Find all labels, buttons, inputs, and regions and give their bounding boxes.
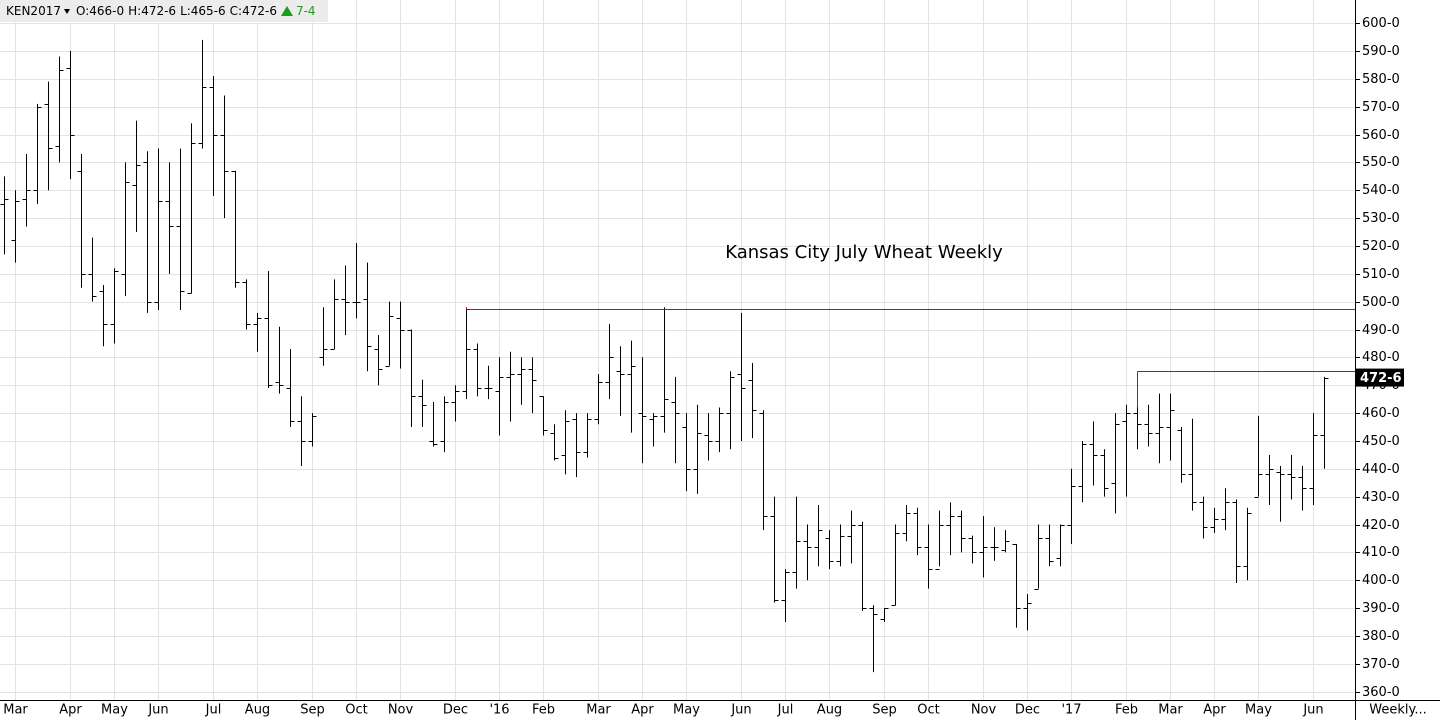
x-tick-label: Apr	[1203, 703, 1226, 718]
y-tick-label: 360-0	[1362, 685, 1400, 700]
quote-low: L:465-6	[180, 4, 226, 18]
x-tick-label: Oct	[345, 703, 367, 718]
y-tick-label: 430-0	[1362, 490, 1400, 505]
x-tick-label: '17	[1061, 703, 1081, 718]
x-tick-label: May	[673, 703, 700, 718]
x-tick-label: Sep	[872, 703, 897, 718]
x-tick-label: Apr	[631, 703, 654, 718]
up-arrow-icon	[280, 5, 293, 16]
last-price-label: 472-6	[1360, 371, 1402, 386]
y-tick-label: 420-0	[1362, 518, 1400, 533]
x-tick-label: May	[1245, 703, 1272, 718]
x-tick-label: '16	[489, 703, 509, 718]
symbol[interactable]: KEN2017	[6, 4, 61, 18]
x-tick-label: Aug	[817, 703, 842, 718]
y-tick-label: 460-0	[1362, 406, 1400, 421]
x-tick-label: Mar	[1158, 703, 1183, 718]
x-tick-label: Nov	[388, 703, 414, 718]
quote-open: O:466-0	[75, 4, 125, 18]
x-tick-label: Mar	[3, 703, 28, 718]
y-tick-label: 600-0	[1362, 16, 1400, 31]
y-tick-label: 550-0	[1362, 155, 1400, 170]
x-tick-label: Aug	[245, 703, 270, 718]
y-tick-label: 490-0	[1362, 323, 1400, 338]
annotation: Kansas City July Wheat Weekly	[725, 242, 1003, 263]
timeframe: Weekly...	[1369, 703, 1426, 718]
y-tick-label: 540-0	[1362, 183, 1400, 198]
x-tick-label: Apr	[59, 703, 82, 718]
quote-header: KEN2017 O:466-0 H:472-6 L:465-6 C:472-6 7-4	[0, 0, 328, 22]
x-tick-label: Jun	[730, 703, 751, 718]
x-tick-label: Jun	[1302, 703, 1323, 718]
y-tick-label: 590-0	[1362, 44, 1400, 59]
overlay: 472-6	[466, 307, 1404, 408]
y-tick-label: 400-0	[1362, 573, 1400, 588]
quote-close: C:472-6	[229, 4, 277, 18]
y-tick-label: 380-0	[1362, 629, 1400, 644]
y-tick-label: 510-0	[1362, 267, 1400, 282]
y-tick-label: 440-0	[1362, 462, 1400, 477]
y-tick-label: 580-0	[1362, 72, 1400, 87]
y-tick-label: 410-0	[1362, 545, 1400, 560]
last-price-box	[1356, 368, 1404, 387]
x-tick-label: Jun	[147, 703, 168, 718]
x-tick-label: Dec	[443, 703, 468, 718]
y-tick-label: 370-0	[1362, 657, 1400, 672]
x-tick-label: May	[101, 703, 128, 718]
x-tick-label: Dec	[1015, 703, 1040, 718]
x-tick-label: Sep	[300, 703, 325, 718]
y-tick-label: 520-0	[1362, 239, 1400, 254]
x-tick-label: Oct	[917, 703, 939, 718]
y-tick-label: 450-0	[1362, 434, 1400, 449]
y-tick-label: 560-0	[1362, 128, 1400, 143]
x-tick-label: Jul	[205, 703, 222, 718]
x-tick-label: Jul	[777, 703, 794, 718]
y-tick-label: 530-0	[1362, 211, 1400, 226]
quote-change: 7-4	[295, 4, 316, 18]
x-tick-label: Nov	[971, 703, 997, 718]
y-tick-label: 390-0	[1362, 601, 1400, 616]
x-tick-label: Mar	[586, 703, 611, 718]
y-tick-label: 570-0	[1362, 100, 1400, 115]
y-tick-label: 480-0	[1362, 350, 1400, 365]
quote-high: H:472-6	[128, 4, 177, 18]
y-tick-label: 500-0	[1362, 295, 1400, 310]
x-tick-label: Feb	[532, 703, 555, 718]
dropdown-icon[interactable]	[63, 8, 70, 14]
x-tick-label: Feb	[1115, 703, 1138, 718]
bars	[0, 39, 1329, 673]
